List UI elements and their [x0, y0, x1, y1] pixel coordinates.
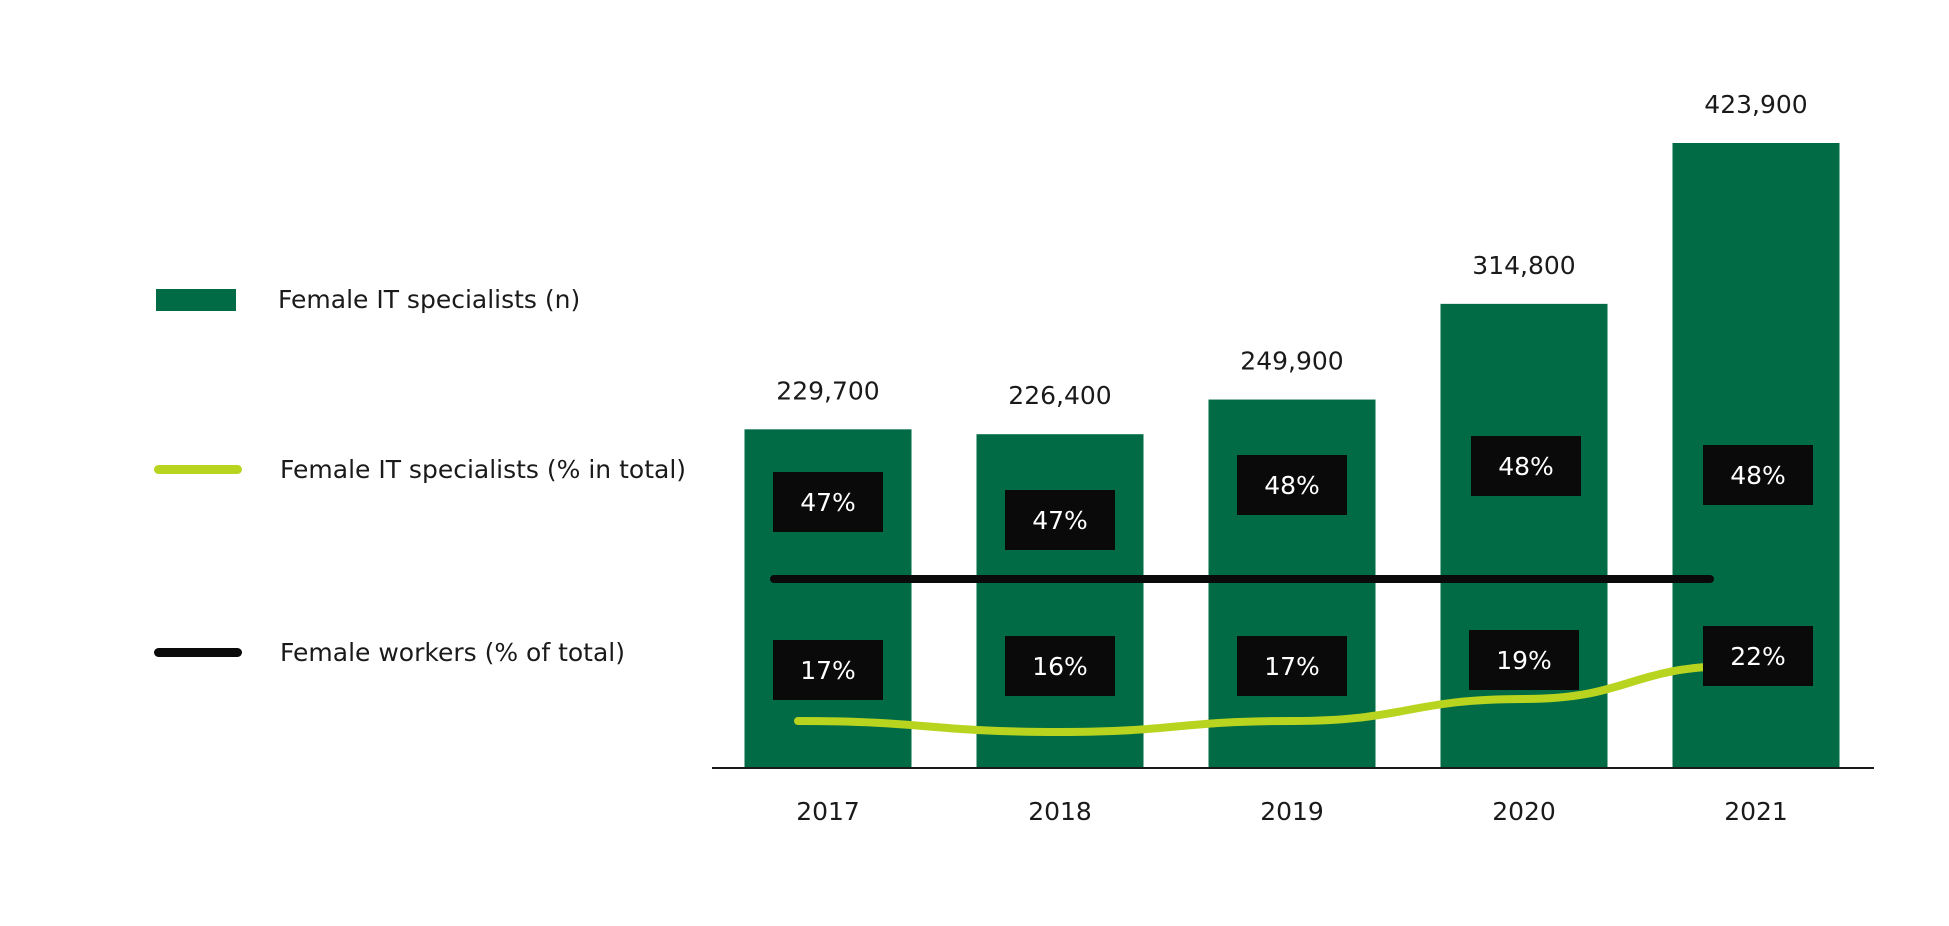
bar-value-label-2018: 226,400: [1008, 381, 1111, 410]
it-pct-label-2018-box: [1005, 636, 1115, 696]
x-tick-label-2019: 2019: [1260, 797, 1324, 826]
workers-pct-label-2019-box: [1237, 455, 1347, 515]
it-pct-label-2017: 17%: [773, 640, 883, 700]
workers-pct-label-2018-text: 47%: [1032, 506, 1088, 535]
it-pct-label-2018: 16%: [1005, 636, 1115, 696]
legend: Female IT specialists (n) Female IT spec…: [0, 0, 720, 921]
it-pct-label-2021-box: [1703, 626, 1813, 686]
legend-swatch-line-workers: [154, 648, 242, 657]
workers-pct-label-2017: 47%: [773, 472, 883, 532]
bar-value-label-2017: 229,700: [776, 376, 879, 405]
it-pct-label-2020: 19%: [1469, 630, 1579, 690]
workers-pct-label-2021: 48%: [1703, 445, 1813, 505]
legend-label-line-workers: Female workers (% of total): [280, 638, 625, 667]
bar-2019: [1208, 399, 1376, 768]
legend-swatch-line-it: [154, 465, 242, 474]
line-female-it-pct: [794, 662, 1740, 737]
workers-pct-label-2019-text: 48%: [1264, 471, 1320, 500]
legend-label-line-it: Female IT specialists (% in total): [280, 455, 687, 484]
it-pct-label-2017-box: [773, 640, 883, 700]
x-tick-label-2018: 2018: [1028, 797, 1092, 826]
workers-pct-label-2017-box: [773, 472, 883, 532]
bar-2020: [1440, 303, 1608, 768]
x-tick-label-2017: 2017: [796, 797, 860, 826]
x-axis-ticks: 2017 2018 2019 2020 2021: [796, 797, 1788, 826]
it-pct-label-2019-box: [1237, 636, 1347, 696]
it-pct-label-2017-text: 17%: [800, 656, 856, 685]
legend-item-bars: Female IT specialists (n): [156, 285, 580, 314]
lines-layer: [770, 575, 1740, 737]
it-pct-label-2021: 22%: [1703, 626, 1813, 686]
it-pct-label-2020-box: [1469, 630, 1579, 690]
x-tick-label-2021: 2021: [1724, 797, 1788, 826]
it-pct-label-2019-text: 17%: [1264, 652, 1320, 681]
legend-swatch-bars: [156, 288, 236, 311]
workers-pct-label-2019: 48%: [1237, 455, 1347, 515]
workers-pct-label-2018: 47%: [1005, 490, 1115, 550]
workers-pct-label-2018-box: [1005, 490, 1115, 550]
it-pct-label-2019: 17%: [1237, 636, 1347, 696]
workers-pct-label-2020-box: [1471, 436, 1581, 496]
workers-pct-label-2021-text: 48%: [1730, 461, 1786, 490]
legend-item-line-it: Female IT specialists (% in total): [154, 455, 686, 484]
bar-2018: [976, 434, 1144, 768]
workers-pct-label-2020: 48%: [1471, 436, 1581, 496]
legend-label-bars: Female IT specialists (n): [278, 285, 581, 314]
x-tick-label-2020: 2020: [1492, 797, 1556, 826]
workers-pct-label-2017-text: 47%: [800, 488, 856, 517]
workers-pct-label-2021-box: [1703, 445, 1813, 505]
bar-value-label-2021: 423,900: [1704, 90, 1807, 119]
bar-value-label-2019: 249,900: [1240, 347, 1343, 376]
it-pct-label-2018-text: 16%: [1032, 652, 1088, 681]
it-pct-label-2020-text: 19%: [1496, 646, 1552, 675]
workers-pct-label-2020-text: 48%: [1498, 452, 1554, 481]
bar-value-label-2020: 314,800: [1472, 251, 1575, 280]
it-pct-label-2021-text: 22%: [1730, 642, 1786, 671]
legend-item-line-workers: Female workers (% of total): [154, 638, 625, 667]
labels-layer: 229,700 226,400 249,900 314,800 423,900 47% 47…: [773, 90, 1813, 700]
